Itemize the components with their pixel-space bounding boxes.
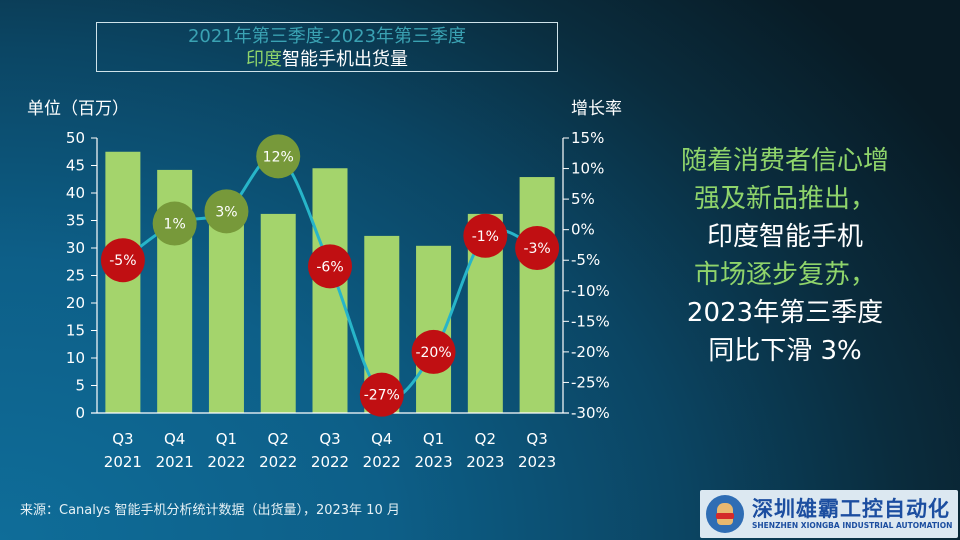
chart-title-box: 2021年第三季度-2023年第三季度 印度智能手机出货量 [96, 22, 558, 72]
right-tick-label: -10% [571, 282, 610, 300]
left-tick-label: 40 [66, 184, 85, 202]
right-tick-label: 0% [571, 221, 595, 239]
summary-line-6: 同比下滑 3% [708, 336, 862, 366]
left-tick-label: 45 [66, 157, 85, 175]
growth-bubble-label: 12% [263, 149, 294, 165]
summary-line-5: 2023年第三季度 [686, 298, 884, 328]
right-tick-label: -15% [571, 312, 610, 330]
summary-line-1: 随着消费者信心增 [680, 146, 889, 176]
right-tick-label: 15% [571, 129, 604, 147]
bar-line-chart: 0 5 10 15 20 25 30 35 40 45 50 15% 10% 5% 0% -5% -10% -15… [66, 129, 610, 471]
x-label-quarter: Q3 [319, 430, 340, 448]
x-label-quarter: Q3 [526, 430, 547, 448]
left-tick-label: 15 [66, 322, 85, 340]
left-tick-label: 25 [66, 267, 85, 285]
x-label-quarter: Q4 [371, 430, 392, 448]
x-label-year: 2022 [259, 453, 297, 471]
x-label-year: 2023 [518, 453, 556, 471]
chart-title-period: 2021年第三季度-2023年第三季度 [187, 26, 467, 47]
chart-title-main: 印度智能手机出货量 [97, 49, 557, 71]
x-label-quarter: Q1 [423, 430, 444, 448]
left-axis-label: 单位（百万） [27, 99, 129, 119]
summary-line-4: 市场逐步复苏， [693, 260, 876, 290]
x-label-year: 2023 [466, 453, 504, 471]
growth-bubble [100, 238, 145, 283]
growth-bubble-label: 3% [215, 204, 237, 220]
growth-bubble-label: -6% [316, 259, 343, 275]
growth-bubble-label: -27% [364, 388, 400, 404]
right-tick-label: -25% [571, 373, 610, 391]
bar-q3-2021 [105, 151, 141, 413]
x-label-quarter: Q2 [475, 430, 496, 448]
growth-bubble [359, 372, 404, 417]
left-tick-label: 50 [66, 129, 85, 147]
growth-bubble-label: -20% [415, 345, 451, 361]
logo-name-cn: 深圳雄霸工控自动化 [752, 497, 950, 521]
x-label-quarter: Q3 [112, 430, 133, 448]
growth-bubble-label: -5% [109, 253, 136, 269]
company-logo: 深圳雄霸工控自动化 SHENZHEN XIONGBA INDUSTRIAL AU… [700, 490, 958, 538]
left-tick-label: 20 [66, 294, 85, 312]
left-tick-label: 30 [66, 239, 85, 257]
growth-bubble [515, 226, 560, 270]
chart-title-subject: 智能手机出货量 [282, 49, 408, 70]
right-tick-label: -20% [571, 343, 610, 361]
growth-bubble [411, 329, 456, 374]
growth-bubble [256, 134, 301, 179]
growth-bubble-label: -1% [472, 229, 499, 245]
logo-text: 深圳雄霸工控自动化 SHENZHEN XIONGBA INDUSTRIAL AU… [752, 497, 952, 531]
bar-q1-2022 [208, 205, 244, 413]
x-label-year: 2022 [363, 453, 401, 471]
growth-bubble-label: 1% [164, 217, 186, 233]
left-tick-label: 5 [75, 377, 85, 395]
x-label-year: 2021 [104, 453, 142, 471]
chart-title-country: 印度 [246, 49, 282, 70]
logo-name-en: SHENZHEN XIONGBA INDUSTRIAL AUTOMATION [752, 521, 953, 530]
right-tick-label: 5% [571, 190, 595, 208]
x-label-quarter: Q1 [216, 430, 237, 448]
left-tick-label: 10 [66, 349, 85, 367]
x-label-year: 2023 [414, 453, 452, 471]
right-tick-label: -30% [571, 404, 610, 422]
growth-bubble [463, 213, 508, 258]
bar-q3-2023 [519, 177, 555, 413]
x-label-quarter: Q4 [164, 430, 185, 448]
left-tick-label: 35 [66, 212, 85, 230]
left-tick-label: 0 [75, 404, 85, 422]
bear-mascot-icon [706, 495, 744, 533]
bar-q2-2022 [260, 213, 296, 413]
bar-q3-2022 [312, 168, 348, 413]
right-axis-label: 增长率 [571, 99, 622, 119]
x-label-year: 2022 [311, 453, 349, 471]
summary-line-3: 印度智能手机 [706, 222, 863, 252]
x-label-year: 2022 [207, 453, 245, 471]
x-label-year: 2021 [156, 453, 194, 471]
right-tick-label: -5% [571, 251, 600, 269]
growth-bubble [308, 244, 352, 289]
source-note: 来源：Canalys 智能手机分析统计数据（出货量），2023年 10 月 [20, 503, 400, 518]
x-label-quarter: Q2 [268, 430, 289, 448]
right-tick-label: 10% [571, 160, 604, 178]
summary-text: 随着消费者信心增 强及新品推出， 印度智能手机 市场逐步复苏， 2023年第三季… [640, 142, 930, 370]
summary-line-2: 强及新品推出， [693, 184, 876, 214]
growth-bubble [152, 201, 197, 246]
growth-bubble-label: -3% [523, 241, 550, 257]
growth-bubble [204, 189, 249, 234]
